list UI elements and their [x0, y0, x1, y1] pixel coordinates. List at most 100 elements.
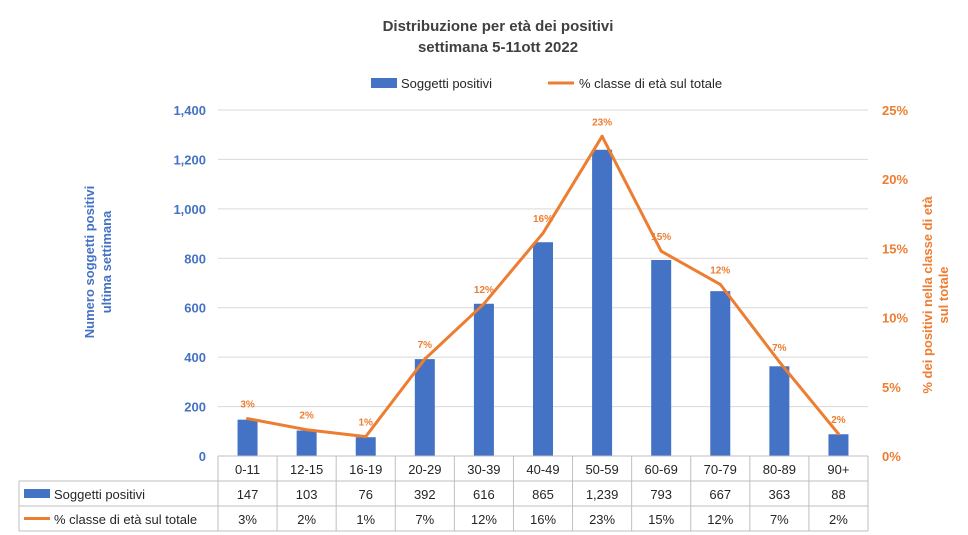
table-cell-percent: 7%	[415, 512, 434, 527]
x-tick-label: 16-19	[349, 462, 382, 477]
y-axis-left-ticks: 0 200 400 600 800 1,000 1,200 1,400	[173, 103, 206, 464]
line-point-50-59	[600, 134, 604, 138]
line-point-80-89	[777, 360, 781, 364]
line-data-label: 2%	[299, 411, 314, 422]
x-tick-label: 70-79	[704, 462, 737, 477]
line-data-label: 12%	[474, 285, 494, 296]
line-data-label: 2%	[831, 415, 846, 426]
table-cell-count: 147	[237, 487, 259, 502]
chart-title-line1: Distribuzione per età dei positivi	[383, 18, 614, 35]
table-cell-count: 392	[414, 487, 436, 502]
table-cell-count: 793	[650, 487, 672, 502]
table-key-bars	[24, 489, 50, 498]
line-point-30-39	[482, 302, 486, 306]
line-point-40-49	[541, 231, 545, 235]
legend-swatch-bars	[371, 78, 397, 88]
line-point-16-19	[364, 435, 368, 439]
x-tick-label: 90+	[827, 462, 849, 477]
line-data-label: 3%	[240, 400, 255, 411]
bar-12-15	[296, 430, 317, 456]
y-left-tick-label: 800	[184, 251, 206, 266]
y-right-tick-label: 20%	[882, 172, 908, 187]
legend-label-bars: Soggetti positivi	[401, 76, 492, 91]
y-left-tick-label: 400	[184, 350, 206, 365]
bar-20-29	[414, 359, 435, 456]
chart-title-line2: settimana 5-11ott 2022	[418, 39, 578, 56]
line-data-label: 12%	[710, 265, 730, 276]
bar-series	[237, 149, 849, 457]
bar-30-39	[473, 303, 494, 456]
table-cell-percent: 1%	[356, 512, 375, 527]
line-data-label: 7%	[418, 340, 433, 351]
table-cell-percent: 12%	[707, 512, 733, 527]
table-cell-percent: 3%	[238, 512, 257, 527]
line-data-label: 7%	[772, 343, 787, 354]
table-row-header-bars: Soggetti positivi	[54, 487, 145, 502]
table-cell-count: 616	[473, 487, 495, 502]
table-cell-percent: 7%	[770, 512, 789, 527]
y-left-tick-label: 0	[199, 449, 206, 464]
table-cell-count: 667	[709, 487, 731, 502]
line-data-label: 15%	[651, 232, 671, 243]
y-axis-right-label-line1: % dei positivi nella classe di età	[920, 196, 935, 394]
y-left-tick-label: 600	[184, 301, 206, 316]
bar-80-89	[769, 366, 790, 456]
table-cell-count: 76	[358, 487, 372, 502]
line-point-12-15	[305, 428, 309, 432]
table-cell-count: 865	[532, 487, 554, 502]
x-tick-label: 40-49	[526, 462, 559, 477]
table-cell-percent: 16%	[530, 512, 556, 527]
x-tick-label: 60-69	[645, 462, 678, 477]
data-table: 0-11 12-15 16-19 20-29 30-39 40-49 50-59 60-69 7…	[18, 455, 869, 532]
table-cell-count: 103	[296, 487, 318, 502]
y-left-tick-label: 1,000	[173, 202, 206, 217]
line-data-label: 23%	[592, 117, 612, 128]
legend-label-line: % classe di età sul totale	[579, 76, 722, 91]
y-right-tick-label: 10%	[882, 311, 908, 326]
table-cell-percent: 23%	[589, 512, 615, 527]
bar-50-59	[592, 149, 613, 457]
table-cell-percent: 12%	[471, 512, 497, 527]
y-right-tick-label: 0%	[882, 449, 901, 464]
line-point-90+	[836, 432, 840, 436]
line-point-0-11	[246, 417, 250, 421]
table-cell-percent: 15%	[648, 512, 674, 527]
table-cell-count: 88	[831, 487, 845, 502]
y-right-tick-label: 25%	[882, 103, 908, 118]
x-tick-label: 30-39	[467, 462, 500, 477]
line-point-70-79	[718, 282, 722, 286]
y-axis-right-ticks: 0% 5% 10% 15% 20% 25%	[882, 103, 908, 464]
line-point-60-69	[659, 249, 663, 253]
legend: Soggetti positivi % classe di età sul to…	[371, 76, 722, 91]
table-cell-percent: 2%	[297, 512, 316, 527]
bar-70-79	[710, 291, 731, 456]
y-left-tick-label: 200	[184, 400, 206, 415]
line-data-label: 1%	[359, 418, 374, 429]
bar-60-69	[651, 260, 672, 456]
table-cell-count: 1,239	[586, 487, 619, 502]
x-tick-label: 20-29	[408, 462, 441, 477]
x-tick-label: 12-15	[290, 462, 323, 477]
table-cell-count: 363	[769, 487, 791, 502]
bar-40-49	[533, 242, 553, 456]
bar-90+	[828, 434, 849, 456]
y-axis-left-label-line2: ultima settimana	[99, 210, 114, 313]
table-cell-percent: 2%	[829, 512, 848, 527]
bar-16-19	[355, 437, 376, 456]
y-axis-left-label-line1: Numero soggetti positivi	[82, 186, 97, 338]
line-data-labels: 3% 2% 1% 7% 12% 16% 23% 15% 12% 7% 2%	[240, 117, 845, 428]
line-data-label: 16%	[533, 214, 553, 225]
x-tick-label: 80-89	[763, 462, 796, 477]
x-tick-label: 0-11	[235, 462, 260, 477]
y-axis-right-label-line2: sul totale	[936, 266, 951, 323]
y-left-tick-label: 1,200	[173, 152, 206, 167]
table-row-header-line: % classe di età sul totale	[54, 512, 197, 527]
y-left-tick-label: 1,400	[173, 103, 206, 118]
y-right-tick-label: 5%	[882, 380, 901, 395]
line-point-20-29	[423, 357, 427, 361]
line-series	[246, 134, 840, 439]
y-right-tick-label: 15%	[882, 241, 908, 256]
bar-0-11	[237, 419, 258, 456]
x-tick-label: 50-59	[585, 462, 618, 477]
